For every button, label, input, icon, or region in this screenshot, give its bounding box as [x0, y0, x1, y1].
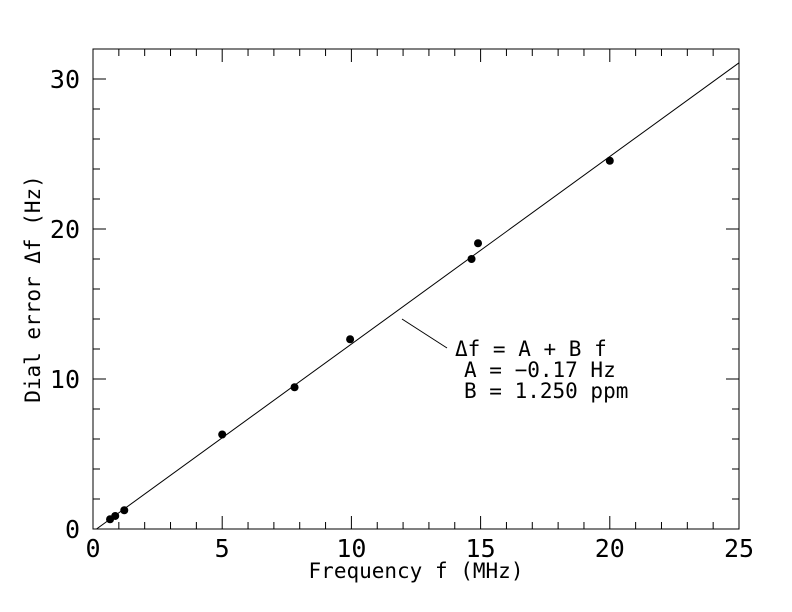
y-tick-label: 30 [50, 65, 80, 94]
x-tick-label: 15 [466, 534, 496, 563]
x-axis-title: Frequency f (MHz) [309, 559, 524, 583]
x-tick-label: 20 [595, 534, 625, 563]
fit-annotation-slope: B = 1.250 ppm [464, 379, 628, 403]
y-axis-title: Dial error Δf (Hz) [21, 175, 45, 403]
fit-line [96, 62, 740, 530]
fit-annotation-equation: Δf = A + B f [455, 337, 607, 361]
data-points [106, 156, 614, 524]
data-point [218, 430, 227, 439]
x-tick-label: 10 [336, 534, 366, 563]
data-point [467, 255, 476, 263]
annotation-leader-line [401, 318, 448, 349]
data-point [111, 511, 120, 520]
data-point [290, 383, 299, 392]
plot-border [92, 48, 740, 530]
data-point [120, 506, 129, 515]
y-tick-label: 0 [65, 515, 80, 544]
y-tick-label: 10 [50, 365, 80, 394]
axis-ticks [92, 48, 740, 530]
x-tick-label: 25 [724, 534, 754, 563]
y-tick-labels: 0 10 20 30 [50, 65, 80, 544]
x-tick-label: 5 [215, 534, 230, 563]
data-point [474, 239, 483, 248]
data-point [346, 335, 355, 344]
x-tick-label: 0 [85, 534, 100, 563]
x-tick-labels: 0 5 10 15 20 25 [85, 534, 754, 563]
fit-annotation-intercept: A = −0.17 Hz [464, 358, 616, 382]
data-point [605, 156, 614, 165]
y-tick-label: 20 [50, 215, 80, 244]
